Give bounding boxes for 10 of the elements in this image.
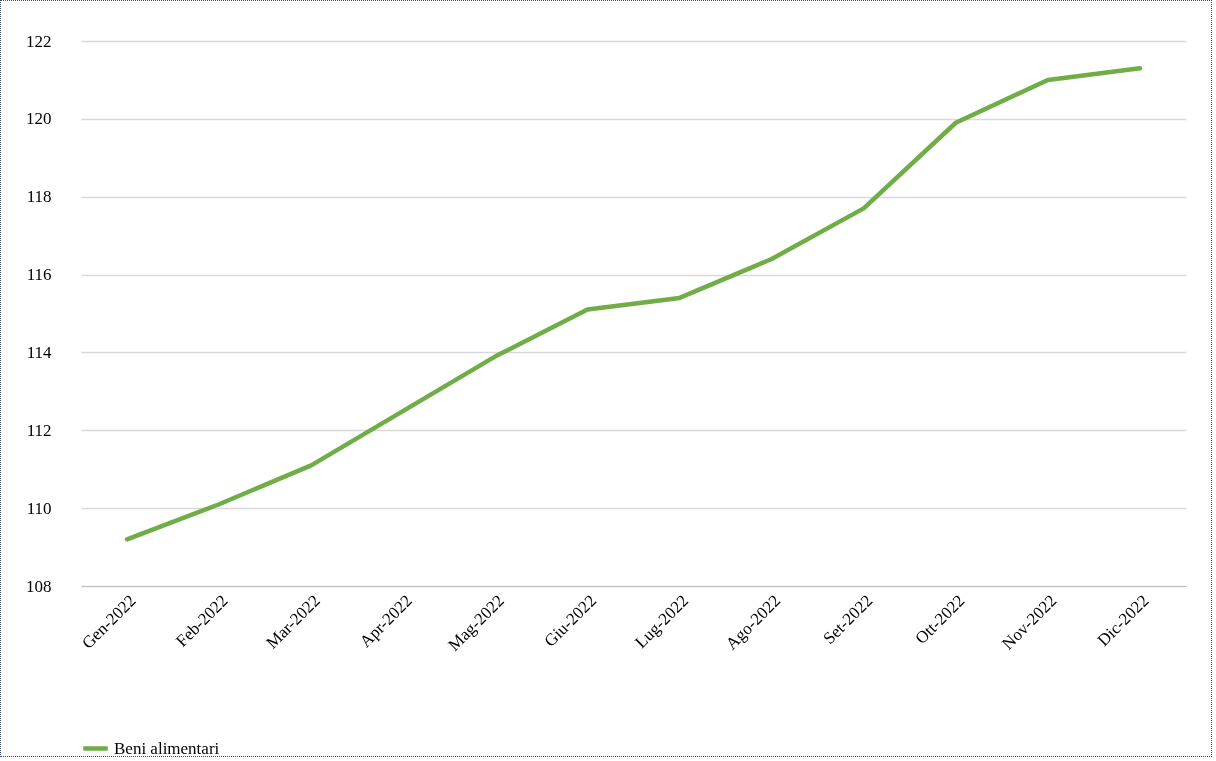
y-tick-label: 112 — [26, 420, 52, 440]
y-tick-label: 116 — [26, 265, 52, 285]
y-tick-label: 110 — [26, 498, 52, 518]
y-tick-label: 118 — [26, 187, 52, 207]
y-tick-label: 122 — [26, 31, 52, 51]
y-tick-label: 108 — [26, 576, 52, 596]
line-series — [124, 66, 1143, 542]
y-tick-label: 114 — [26, 342, 52, 362]
y-tick-label: 120 — [26, 109, 52, 129]
legend-label: Beni alimentari — [114, 738, 220, 758]
